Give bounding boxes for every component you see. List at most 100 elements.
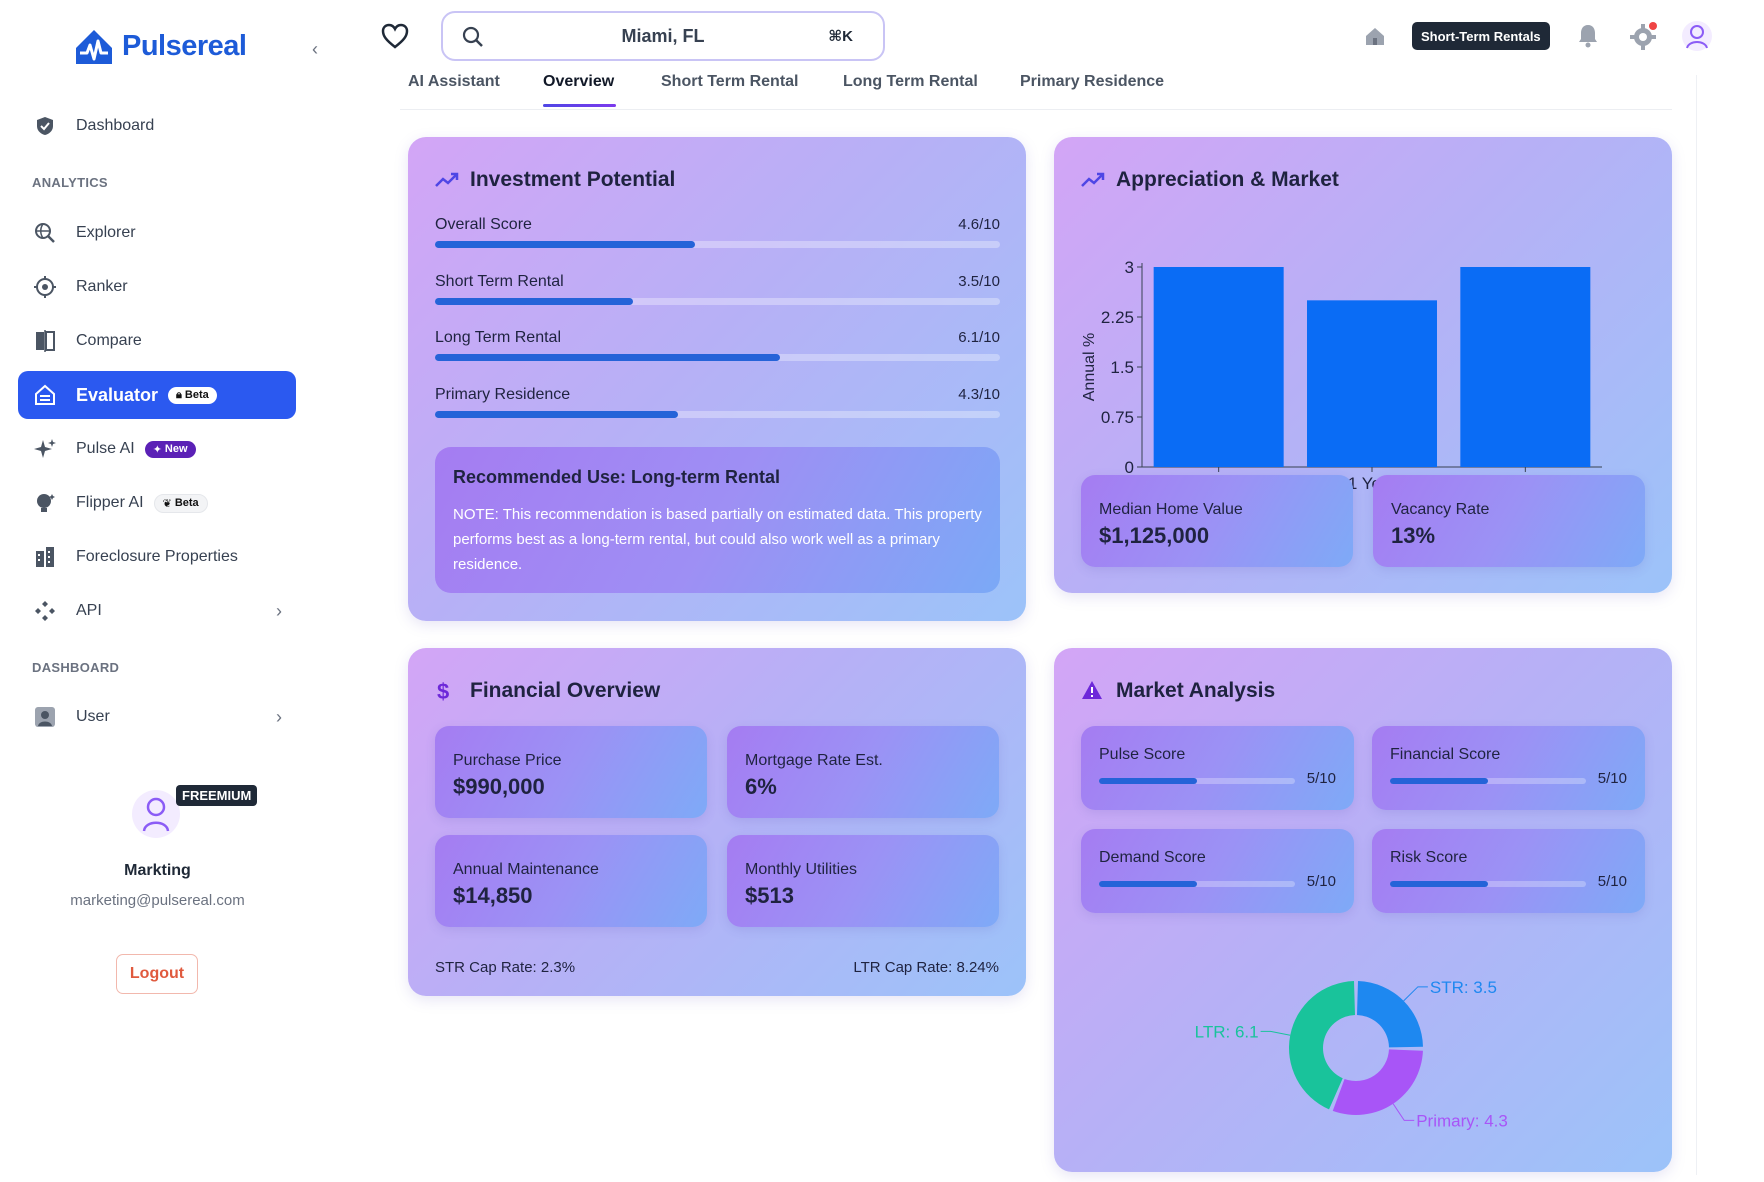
score-label: Risk Score — [1390, 849, 1468, 866]
score-value: 5/10 — [1306, 873, 1336, 890]
collapse-sidebar-icon[interactable]: ‹ — [312, 39, 318, 59]
tab-ai-assistant[interactable]: AI Assistant — [408, 73, 500, 90]
donut-slice — [1356, 981, 1423, 1048]
score-row-overall: Overall Score 4.6/10 — [435, 216, 1000, 248]
trending-up-icon — [1081, 172, 1105, 187]
chevron-right-icon: › — [276, 706, 282, 727]
search-value: Miami, FL — [621, 25, 705, 46]
bar — [1307, 300, 1437, 467]
monthly-utilities-box: Monthly Utilities $513 — [727, 835, 999, 927]
recommendation-box: Recommended Use: Long-term Rental NOTE: … — [435, 447, 1000, 593]
score-label: Long Term Rental — [435, 329, 561, 346]
score-bar-fill — [1390, 881, 1488, 887]
y-tick-label: 2.25 — [1101, 308, 1134, 327]
sidebar-item-foreclosure-properties[interactable]: Foreclosure Properties — [18, 533, 296, 581]
score-label: Financial Score — [1390, 746, 1501, 763]
market-analysis-card: Market Analysis Pulse Score 5/10 Financi… — [1054, 648, 1672, 1172]
sidebar-item-label: Foreclosure Properties — [76, 548, 238, 565]
purchase-price-box: Purchase Price $990,000 — [435, 726, 707, 818]
profile-name: Markting — [124, 862, 191, 879]
tab-long-term-rental[interactable]: Long Term Rental — [843, 73, 978, 90]
sidebar-item-label: Explorer — [76, 224, 136, 241]
sidebar-item-flipper-ai[interactable]: Flipper AI ❦ Beta — [18, 479, 296, 527]
lightbulb-icon — [32, 490, 58, 516]
bar — [1153, 267, 1284, 467]
score-label: Demand Score — [1099, 849, 1206, 866]
score-bar — [435, 354, 1000, 361]
trending-up-icon — [435, 172, 459, 187]
api-icon — [32, 598, 58, 624]
house-icon — [32, 382, 58, 408]
card-title: Appreciation & Market — [1116, 168, 1339, 191]
demand-score-box: Demand Score 5/10 — [1081, 829, 1354, 913]
brand-logo[interactable]: Pulsereal — [72, 26, 247, 66]
score-bar-fill — [435, 354, 780, 361]
slice-label: Primary: 4.3 — [1416, 1111, 1508, 1130]
score-value: 5/10 — [1597, 770, 1627, 787]
heart-icon[interactable] — [380, 22, 410, 50]
sidebar-item-compare[interactable]: Compare — [18, 317, 296, 365]
slice-label: STR: 3.5 — [1430, 978, 1497, 997]
donut-slice — [1332, 1049, 1423, 1115]
bell-icon[interactable] — [1576, 22, 1600, 48]
score-value: 4.3/10 — [958, 386, 1000, 403]
score-bar — [435, 298, 1000, 305]
sidebar-item-user[interactable]: User › — [18, 693, 296, 741]
stat-value: 6% — [745, 774, 777, 799]
score-label: Overall Score — [435, 216, 532, 233]
sidebar-item-ranker[interactable]: Ranker — [18, 263, 296, 311]
sidebar-item-label: Compare — [76, 332, 142, 349]
y-tick-label: 0.75 — [1101, 408, 1134, 427]
stat-label: Monthly Utilities — [745, 861, 858, 878]
home-icon[interactable] — [1363, 24, 1387, 48]
sidebar: Pulsereal ‹ Dashboard ANALYTICS Explorer… — [0, 0, 330, 1182]
profile-email: marketing@pulsereal.com — [70, 892, 245, 909]
sidebar-item-evaluator[interactable]: Evaluator 🔒︎ Beta — [18, 371, 296, 419]
card-title: Market Analysis — [1116, 679, 1276, 702]
score-value: 5/10 — [1597, 873, 1627, 890]
rental-mode-pill[interactable]: Short-Term Rentals — [1412, 22, 1550, 50]
content-divider — [1696, 75, 1697, 1175]
sidebar-item-pulse-ai[interactable]: Pulse AI ✦ New — [18, 425, 296, 473]
new-badge: ✦ New — [144, 440, 196, 458]
gear-icon[interactable] — [1630, 22, 1658, 50]
score-row-primary: Primary Residence 4.3/10 — [435, 386, 1000, 418]
user-avatar-icon[interactable] — [1682, 20, 1712, 52]
score-value: 6.1/10 — [958, 329, 1000, 346]
y-tick-label: 1.5 — [1110, 358, 1134, 377]
score-bar-fill — [435, 298, 633, 305]
score-value: 5/10 — [1306, 770, 1336, 787]
score-bar — [435, 411, 1000, 418]
logout-button[interactable]: Logout — [116, 954, 198, 994]
score-bar-fill — [435, 241, 695, 248]
stat-value: $990,000 — [453, 774, 545, 799]
score-bar — [1099, 778, 1295, 784]
active-tab-indicator — [543, 104, 616, 107]
buildings-icon — [32, 544, 58, 570]
search-input[interactable]: Miami, FL ⌘K — [441, 11, 885, 61]
score-label: Short Term Rental — [435, 273, 564, 290]
sidebar-item-explorer[interactable]: Explorer — [18, 209, 296, 257]
score-bar-fill — [1390, 778, 1488, 784]
sparkle-icon: ❦ — [162, 497, 172, 510]
slice-leader-line — [1403, 986, 1428, 1002]
y-tick-label: 3 — [1125, 258, 1134, 277]
chevron-right-icon: › — [276, 600, 282, 621]
sidebar-item-label: API — [76, 602, 102, 619]
score-label: Pulse Score — [1099, 746, 1186, 763]
search-shortcut: ⌘K — [828, 28, 853, 45]
ltr-cap-rate: LTR Cap Rate: 8.24% — [853, 959, 999, 976]
score-bar — [1099, 881, 1295, 887]
stat-value: $513 — [745, 883, 794, 908]
sidebar-item-api[interactable]: API › — [18, 587, 296, 635]
tab-short-term-rental[interactable]: Short Term Rental — [661, 73, 799, 90]
tab-overview[interactable]: Overview — [543, 73, 615, 90]
target-icon — [32, 274, 58, 300]
tab-primary-residence[interactable]: Primary Residence — [1020, 73, 1165, 90]
recommendation-title: Recommended Use: Long-term Rental — [453, 467, 781, 487]
search-globe-icon — [32, 220, 58, 246]
sidebar-item-label: Dashboard — [76, 117, 155, 134]
sidebar-item-label: Pulse AI — [76, 440, 135, 457]
sidebar-item-dashboard[interactable]: Dashboard — [18, 102, 296, 150]
section-label-dashboard: DASHBOARD — [32, 660, 120, 675]
